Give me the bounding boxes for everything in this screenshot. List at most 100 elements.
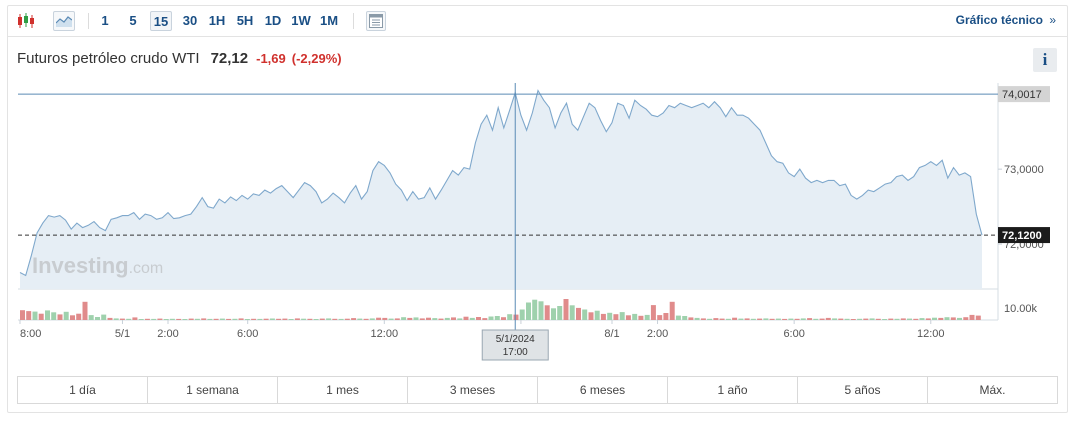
volume-bar — [363, 318, 369, 320]
volume-bar — [76, 313, 82, 320]
volume-bar — [376, 317, 382, 320]
volume-bar — [950, 317, 956, 320]
volume-bar — [775, 318, 781, 320]
volume-bar — [644, 314, 650, 320]
volume-bar — [188, 318, 194, 320]
crosshair-time: 17:00 — [503, 347, 528, 358]
timeframe-5[interactable]: 5 — [129, 13, 137, 28]
timeframe-1m[interactable]: 1M — [319, 13, 339, 28]
volume-bar — [944, 317, 950, 320]
volume-bar — [238, 318, 244, 320]
x-tick-label: 12:00 — [371, 328, 399, 340]
instrument-title: Futuros petróleo crudo WTI — [17, 49, 200, 67]
volume-bar — [157, 318, 163, 320]
x-tick-label: 5/1 — [115, 328, 130, 340]
price-line — [19, 89, 983, 277]
volume-bar — [894, 318, 900, 320]
volume-bar — [426, 317, 431, 320]
volume-bar — [576, 307, 581, 320]
volume-bar — [582, 309, 588, 320]
volume-bar — [763, 318, 769, 320]
info-button[interactable]: i — [1033, 48, 1057, 72]
volume-bar — [132, 317, 138, 320]
volume-bar — [369, 318, 375, 320]
volume-bar — [194, 318, 200, 320]
chart-toolbar: 1 5 15 30 1H 5H 1D 1W 1M Gráfico técnico… — [7, 5, 1068, 37]
range-option[interactable]: 5 años — [798, 377, 928, 403]
volume-bar — [32, 311, 38, 320]
volume-bar — [357, 318, 363, 320]
volume-bar — [307, 318, 313, 320]
timeframe-15[interactable]: 15 — [150, 11, 172, 31]
volume-bar — [219, 318, 225, 320]
table-icon[interactable] — [366, 11, 386, 31]
volume-bar — [888, 318, 894, 320]
volume-bar — [401, 317, 407, 320]
volume-bar — [838, 318, 844, 320]
range-selector: 1 día 1 semana 1 mes 3 meses 6 meses 1 año 5 a… — [17, 376, 1058, 404]
volume-bar — [313, 319, 319, 320]
range-option[interactable]: 3 meses — [408, 377, 538, 403]
last-price-badge — [998, 227, 1050, 244]
volume-bar — [800, 318, 806, 320]
timeframe-1h[interactable]: 1H — [208, 13, 226, 28]
volume-bar — [45, 310, 50, 320]
volume-bar — [519, 309, 525, 320]
x-tick-label: 2:00 — [647, 328, 668, 340]
volume-bar — [526, 302, 531, 320]
volume-bar — [207, 318, 213, 320]
timeframe-5h[interactable]: 5H — [236, 13, 254, 28]
volume-bar — [857, 318, 863, 320]
volume-bar — [438, 318, 444, 320]
volume-bar — [513, 314, 519, 320]
volume-bar — [338, 318, 344, 320]
range-option[interactable]: 1 mes — [278, 377, 408, 403]
volume-bar — [407, 317, 413, 320]
timeframe-1d[interactable]: 1D — [264, 13, 282, 28]
range-option[interactable]: 1 semana — [148, 377, 278, 403]
volume-bar — [732, 317, 738, 320]
volume-bar — [288, 319, 294, 320]
volume-bar — [638, 315, 644, 320]
range-option[interactable]: 1 año — [668, 377, 798, 403]
volume-bar — [263, 318, 269, 320]
timeframe-1[interactable]: 1 — [101, 13, 109, 28]
volume-bar — [657, 315, 663, 320]
volume-bar — [38, 313, 44, 320]
volume-bar — [713, 318, 719, 320]
volume-bar — [95, 317, 100, 320]
range-option[interactable]: Máx. — [979, 383, 1006, 397]
volume-bar — [919, 318, 925, 320]
area-chart-icon[interactable] — [53, 11, 75, 31]
technical-chart-link[interactable]: Gráfico técnico » — [956, 13, 1056, 27]
candlestick-icon[interactable] — [16, 11, 36, 31]
volume-bar — [244, 319, 250, 320]
volume-bar — [588, 312, 594, 320]
volume-bar — [163, 319, 169, 320]
watermark-brand: Investing.com — [32, 253, 163, 278]
volume-bar — [957, 317, 962, 320]
volume-bar — [832, 318, 838, 320]
range-option[interactable]: 6 meses — [538, 377, 668, 403]
volume-bar — [388, 318, 394, 320]
volume-bar — [863, 318, 869, 320]
volume-bar — [963, 317, 969, 320]
volume-bar — [126, 318, 132, 320]
volume-bar — [557, 306, 563, 320]
timeframe-30[interactable]: 30 — [182, 13, 198, 28]
range-option[interactable]: 1 día — [18, 377, 148, 403]
volume-bar — [682, 316, 688, 320]
volume-bar — [925, 318, 931, 320]
volume-bar — [788, 318, 794, 320]
volume-bar — [688, 317, 694, 320]
volume-bar — [57, 314, 63, 320]
price-area-fill — [20, 90, 982, 289]
instrument-header: Futuros petróleo crudo WTI 72,12 -1,69 (… — [17, 48, 342, 68]
volume-bar — [769, 318, 775, 320]
timeframe-1w[interactable]: 1W — [291, 13, 311, 28]
toolbar-separator — [88, 13, 89, 29]
volume-bar — [344, 318, 350, 320]
volume-bar — [294, 318, 300, 320]
volume-bar — [232, 318, 238, 320]
